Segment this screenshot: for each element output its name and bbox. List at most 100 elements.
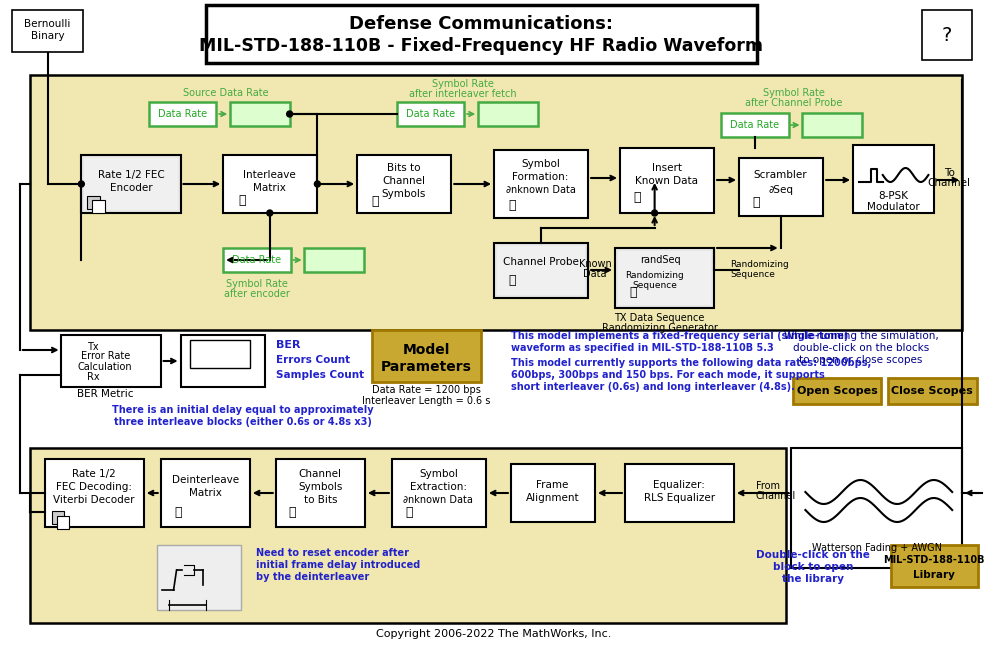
Text: ?: ? — [942, 25, 952, 45]
Text: ⛓: ⛓ — [508, 198, 515, 211]
Bar — [392, 459, 486, 527]
Text: Channel Probe: Channel Probe — [502, 257, 578, 267]
Text: Watterson Fading + AWGN: Watterson Fading + AWGN — [812, 543, 942, 553]
Text: Frame: Frame — [536, 480, 568, 490]
Text: Data Rate: Data Rate — [730, 120, 780, 130]
Text: ∂Seq: ∂Seq — [768, 185, 793, 195]
Bar — [922, 10, 972, 60]
Text: after Channel Probe: after Channel Probe — [745, 98, 842, 108]
Text: Data Rate = 1200 bps: Data Rate = 1200 bps — [372, 385, 481, 395]
Text: to open or close scopes: to open or close scopes — [800, 355, 922, 365]
Bar — [12, 10, 84, 52]
Text: ⛓: ⛓ — [174, 506, 182, 519]
Text: Model: Model — [403, 343, 451, 357]
Bar — [372, 330, 481, 382]
Text: Bits to: Bits to — [387, 163, 421, 173]
Text: There is an initial delay equal to approximately: There is an initial delay equal to appro… — [113, 405, 374, 415]
Text: Symbol: Symbol — [521, 159, 560, 169]
Bar — [397, 102, 465, 126]
Text: ⛓: ⛓ — [238, 194, 246, 207]
Text: To: To — [944, 168, 955, 178]
Text: Scrambler: Scrambler — [754, 170, 808, 180]
Text: Interleaver Length = 0.6 s: Interleaver Length = 0.6 s — [362, 396, 491, 406]
Bar — [190, 340, 250, 368]
Bar — [890, 545, 978, 587]
Bar — [494, 243, 588, 298]
Bar — [223, 248, 290, 272]
Bar — [223, 155, 317, 213]
Bar — [304, 248, 364, 272]
Text: Calculation: Calculation — [78, 362, 133, 372]
Bar — [45, 459, 144, 527]
Text: Symbols: Symbols — [382, 189, 426, 199]
Text: TX Data Sequence: TX Data Sequence — [614, 313, 705, 323]
Text: Extraction:: Extraction: — [410, 482, 467, 492]
Text: Modulator: Modulator — [867, 202, 920, 212]
Text: Copyright 2006-2022 The MathWorks, Inc.: Copyright 2006-2022 The MathWorks, Inc. — [376, 629, 611, 639]
Bar — [620, 148, 714, 213]
Text: BER Metric: BER Metric — [77, 389, 134, 399]
Bar — [794, 378, 880, 404]
Bar — [85, 158, 177, 210]
Bar — [497, 246, 585, 295]
Bar — [62, 335, 161, 387]
Bar — [82, 155, 180, 213]
Text: block to open: block to open — [773, 562, 853, 572]
Text: three interleave blocks (either 0.6s or 4.8s x3): three interleave blocks (either 0.6s or … — [114, 417, 372, 427]
Text: Randomizing: Randomizing — [730, 260, 789, 269]
Text: Error Rate: Error Rate — [81, 351, 130, 361]
Text: to Bits: to Bits — [304, 495, 337, 505]
Text: Errors Count: Errors Count — [276, 355, 350, 365]
Bar — [30, 75, 962, 330]
Circle shape — [652, 210, 658, 216]
Text: Need to reset encoder after: Need to reset encoder after — [256, 548, 409, 558]
Bar — [93, 200, 105, 213]
Bar — [510, 464, 595, 522]
Text: Data Rate: Data Rate — [406, 109, 455, 119]
Text: Binary: Binary — [31, 31, 65, 41]
Text: Symbol: Symbol — [419, 469, 458, 479]
Bar — [887, 378, 977, 404]
Text: ⛓: ⛓ — [289, 506, 296, 519]
Text: Rate 1/2: Rate 1/2 — [73, 469, 116, 479]
Text: Symbol Rate: Symbol Rate — [763, 88, 825, 98]
Text: randSeq: randSeq — [640, 255, 680, 265]
Text: RLS Equalizer: RLS Equalizer — [644, 493, 715, 503]
Text: MIL-STD-188-110B - Fixed-Frequency HF Radio Waveform: MIL-STD-188-110B - Fixed-Frequency HF Ra… — [199, 37, 763, 55]
Circle shape — [314, 181, 320, 187]
Text: Symbol Rate: Symbol Rate — [226, 279, 288, 289]
Text: ⛓: ⛓ — [371, 194, 379, 207]
Bar — [230, 102, 289, 126]
Text: 8-PSK: 8-PSK — [878, 191, 908, 201]
Text: FEC Decoding:: FEC Decoding: — [56, 482, 133, 492]
Text: Close Scopes: Close Scopes — [891, 386, 973, 396]
Text: ⛓: ⛓ — [508, 273, 515, 286]
Text: ⛓: ⛓ — [629, 286, 636, 298]
Text: Symbols: Symbols — [298, 482, 343, 492]
Text: Insert: Insert — [651, 163, 682, 173]
Text: Matrix: Matrix — [188, 488, 221, 498]
Text: Tx: Tx — [88, 342, 99, 352]
Text: Channel: Channel — [927, 178, 971, 188]
Text: Symbol Rate: Symbol Rate — [433, 79, 495, 89]
Text: MIL-STD-188-110B: MIL-STD-188-110B — [883, 555, 985, 565]
Text: ⛓: ⛓ — [633, 191, 640, 203]
Bar — [180, 335, 265, 387]
Text: the library: the library — [783, 574, 844, 584]
Circle shape — [79, 181, 85, 187]
Text: double-click on the blocks: double-click on the blocks — [793, 343, 929, 353]
Bar — [149, 102, 216, 126]
Text: after interleaver fetch: after interleaver fetch — [410, 89, 517, 99]
Bar — [88, 196, 100, 209]
Bar — [853, 145, 934, 213]
Text: Double-click on the: Double-click on the — [757, 550, 870, 560]
Text: Viterbi Decoder: Viterbi Decoder — [54, 495, 135, 505]
Bar — [625, 464, 734, 522]
Text: Data: Data — [583, 269, 607, 279]
Text: Sequence: Sequence — [632, 280, 677, 289]
Text: short interleaver (0.6s) and long interleaver (4.8s).: short interleaver (0.6s) and long interl… — [510, 382, 795, 392]
Text: Parameters: Parameters — [381, 360, 472, 374]
Text: Source Data Rate: Source Data Rate — [183, 88, 269, 98]
Text: Channel: Channel — [382, 176, 425, 186]
Bar — [803, 113, 862, 137]
